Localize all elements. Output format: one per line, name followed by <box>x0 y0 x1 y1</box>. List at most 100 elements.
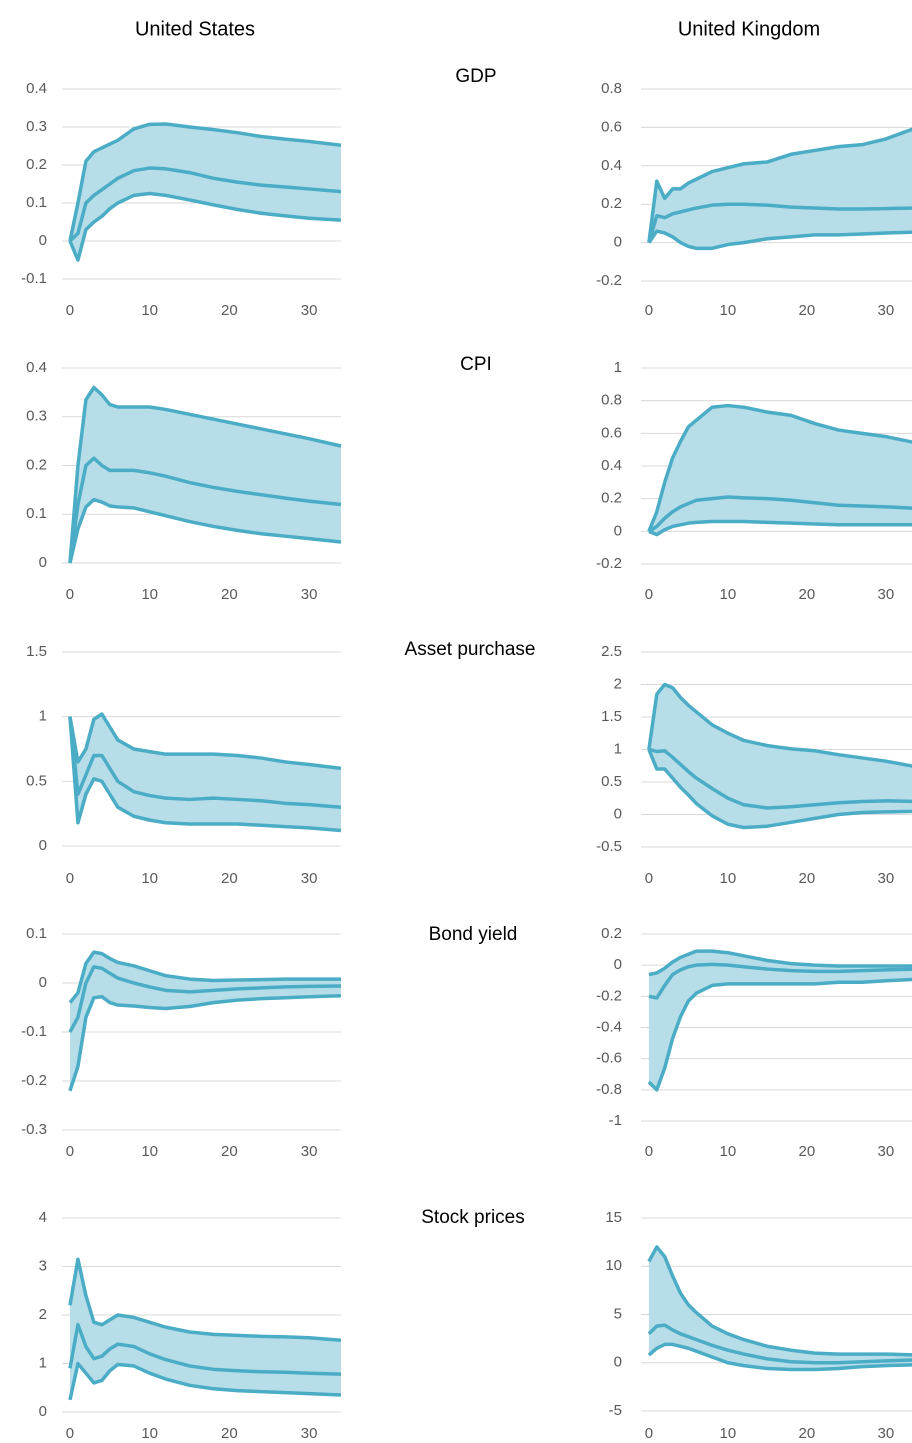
x-tick-label: 20 <box>221 1143 238 1160</box>
x-tick-label: 30 <box>301 302 318 319</box>
y-tick-label: 0 <box>39 837 47 854</box>
row-title: Stock prices <box>421 1207 524 1228</box>
x-tick-label: 10 <box>720 870 737 887</box>
x-tick-label: 10 <box>720 1143 737 1160</box>
y-tick-label: 0 <box>39 1403 47 1420</box>
y-tick-label: 0.4 <box>26 80 47 97</box>
x-tick-label: 10 <box>720 586 737 603</box>
y-tick-label: 0.3 <box>26 408 47 425</box>
series-line <box>648 962 912 1000</box>
row-title: Bond yield <box>429 924 518 945</box>
x-tick-label: 0 <box>645 1425 653 1442</box>
band <box>69 1259 341 1400</box>
y-tick-label: 15 <box>605 1209 622 1226</box>
y-tick-label: 0.2 <box>601 925 622 942</box>
y-tick-label: 0.2 <box>601 490 622 507</box>
x-tick-label: 0 <box>645 1143 653 1160</box>
column-title: United States <box>135 18 255 40</box>
x-tick-label: 0 <box>66 586 74 603</box>
y-tick-label: 1 <box>39 1354 47 1371</box>
series-line <box>647 748 912 830</box>
y-tick-label: 1.5 <box>26 643 47 660</box>
y-tick-label: 1 <box>39 708 47 725</box>
column-title: United Kingdom <box>678 18 820 40</box>
y-tick-label: 1.5 <box>601 708 622 725</box>
y-tick-label: 0.6 <box>601 118 622 135</box>
row-title: Asset purchase <box>405 639 536 660</box>
x-tick-label: 10 <box>141 586 158 603</box>
x-tick-label: 30 <box>301 1425 318 1442</box>
series-line <box>648 519 912 537</box>
y-tick-label: 0.2 <box>26 156 47 173</box>
series-line <box>648 747 912 810</box>
y-tick-label: 0.5 <box>26 772 47 789</box>
x-tick-label: 10 <box>141 870 158 887</box>
y-tick-label: 0 <box>614 234 622 251</box>
series-line <box>647 1245 912 1357</box>
y-tick-label: 0.4 <box>601 157 622 174</box>
x-tick-label: 0 <box>645 302 653 319</box>
y-tick-label: 2 <box>614 675 622 692</box>
y-tick-label: 0 <box>614 1354 622 1371</box>
x-tick-label: 0 <box>66 302 74 319</box>
x-tick-label: 30 <box>301 586 318 603</box>
y-tick-label: 10 <box>605 1257 622 1274</box>
y-tick-label: -0.1 <box>21 1023 47 1040</box>
series-line <box>647 1342 912 1372</box>
x-tick-label: 20 <box>799 302 816 319</box>
series-line <box>68 716 342 809</box>
y-tick-label: 4 <box>39 1209 47 1226</box>
x-tick-label: 0 <box>645 586 653 603</box>
x-tick-label: 10 <box>720 1425 737 1442</box>
series-line <box>647 1323 912 1365</box>
y-tick-label: 0 <box>614 522 622 539</box>
band <box>648 129 912 249</box>
series-line <box>647 229 912 251</box>
series-line <box>647 202 912 244</box>
y-tick-label: 0.6 <box>601 424 622 441</box>
y-tick-label: -0.2 <box>596 555 622 572</box>
y-tick-label: 2 <box>39 1306 47 1323</box>
x-tick-label: 10 <box>141 1143 158 1160</box>
x-tick-label: 30 <box>301 870 318 887</box>
x-tick-label: 30 <box>301 1143 318 1160</box>
y-tick-label: 0.8 <box>601 80 622 97</box>
x-tick-label: 10 <box>720 302 737 319</box>
x-tick-label: 0 <box>645 870 653 887</box>
row-title: GDP <box>455 66 496 87</box>
x-tick-label: 20 <box>799 1143 816 1160</box>
x-tick-label: 30 <box>878 870 895 887</box>
x-tick-label: 20 <box>799 1425 816 1442</box>
series-line <box>68 497 342 564</box>
x-tick-label: 30 <box>878 1143 895 1160</box>
y-tick-label: -0.3 <box>21 1121 47 1138</box>
band <box>648 405 912 535</box>
series-line <box>648 949 912 977</box>
series-line <box>68 1322 342 1376</box>
y-tick-label: -0.8 <box>596 1081 622 1098</box>
y-tick-label: 0.1 <box>26 505 47 522</box>
series-line <box>68 122 342 242</box>
y-tick-label: -0.2 <box>21 1072 47 1089</box>
series-line <box>68 191 342 262</box>
y-tick-label: 1 <box>614 359 622 376</box>
series-line <box>68 716 342 833</box>
y-tick-label: 0.5 <box>601 773 622 790</box>
y-tick-label: -5 <box>609 1402 622 1419</box>
y-tick-label: -0.6 <box>596 1050 622 1067</box>
y-tick-label: 0.4 <box>601 457 622 474</box>
x-tick-label: 20 <box>221 1425 238 1442</box>
y-tick-label: 5 <box>614 1305 622 1322</box>
band <box>648 951 912 1090</box>
x-tick-label: 20 <box>221 586 238 603</box>
y-tick-label: 0.1 <box>26 194 47 211</box>
y-tick-label: 3 <box>39 1257 47 1274</box>
series-line <box>647 682 912 768</box>
series-line <box>68 950 341 1004</box>
band <box>69 123 341 261</box>
series-line <box>68 456 342 564</box>
x-tick-label: 20 <box>221 302 238 319</box>
x-tick-label: 20 <box>799 586 816 603</box>
y-tick-label: -1 <box>609 1112 622 1129</box>
